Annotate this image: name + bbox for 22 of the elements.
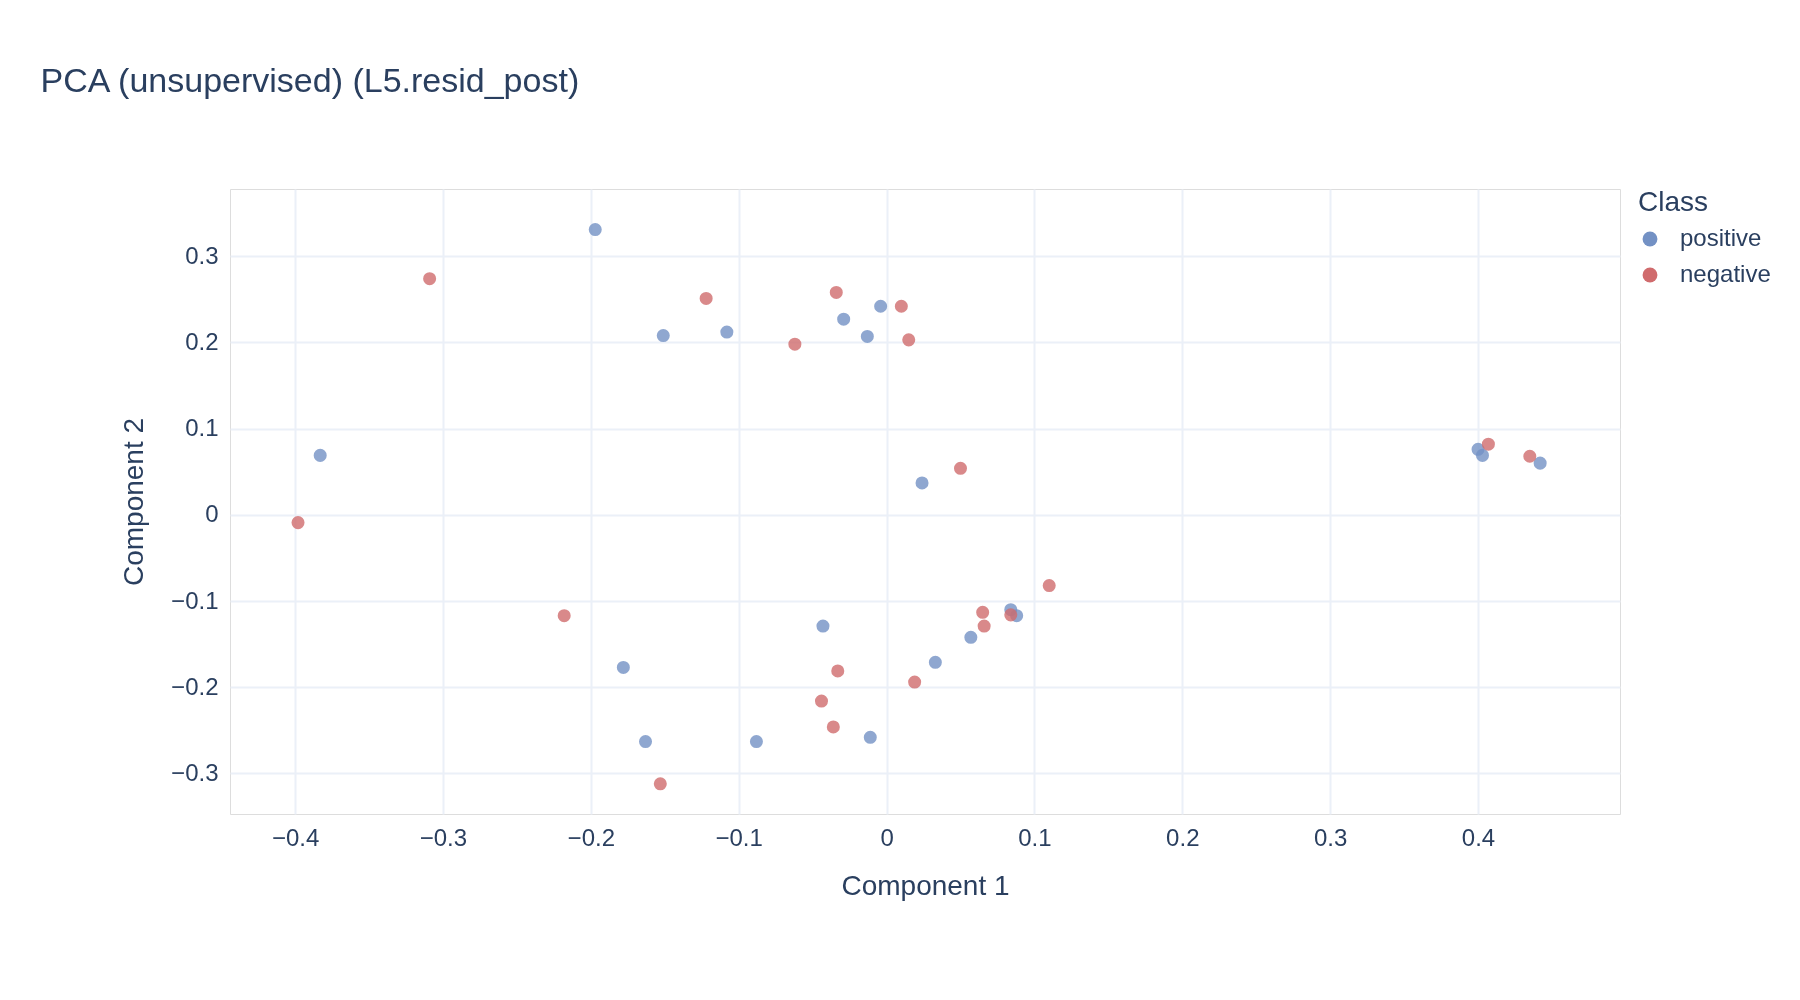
legend-label: positive — [1680, 224, 1762, 251]
x-axis-title: Component 1 — [841, 869, 1010, 901]
y-axis-title: Component 2 — [118, 417, 150, 587]
x-tick-label: 0.2 — [1166, 823, 1200, 851]
y-tick-label: 0 — [205, 500, 219, 528]
legend-title: Class — [1638, 186, 1709, 217]
x-tick-label: 0.3 — [1313, 823, 1348, 851]
x-tick-label: −0.1 — [715, 823, 763, 851]
x-tick-label: 0.1 — [1018, 823, 1052, 851]
legend-label: negative — [1680, 260, 1771, 287]
x-tick-label: 0 — [880, 823, 894, 851]
x-tick-label: −0.2 — [567, 823, 615, 851]
x-tick-label: −0.3 — [419, 823, 468, 851]
chart-title: PCA (unsupervised) (L5.resid_post) — [40, 61, 580, 99]
y-tick-label: −0.3 — [171, 758, 219, 786]
y-tick-label: 0.2 — [185, 327, 219, 355]
x-tick-label: −0.4 — [271, 823, 320, 851]
y-tick-label: −0.1 — [171, 586, 219, 614]
y-tick-label: 0.3 — [185, 241, 219, 269]
y-tick-label: −0.2 — [171, 672, 219, 700]
x-tick-label: 0.4 — [1461, 823, 1496, 851]
y-tick-label: 0.1 — [185, 414, 219, 442]
